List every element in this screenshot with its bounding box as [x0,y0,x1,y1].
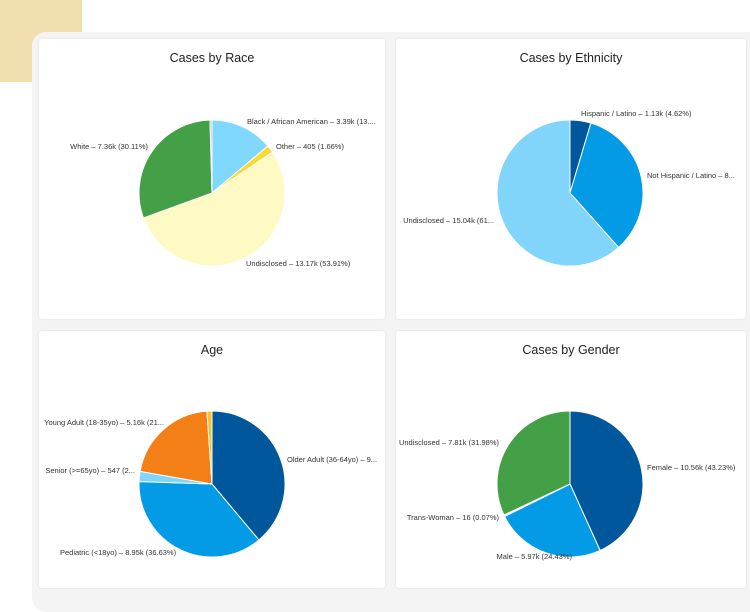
race-pie-slice-3[interactable] [138,119,213,219]
race-pie-slice-4[interactable] [209,119,213,194]
ethnicity-label-not-hispanic: Not Hispanic / Latino – 8... [647,171,735,180]
race-pie-slice-2[interactable] [142,151,286,267]
age-chart-title: Age [200,343,224,357]
age-label-senior: Senior (>=65yo) – 547 (2... [45,466,135,475]
age-pie-slice-3[interactable] [139,410,213,485]
race-label-other: Other – 405 (1.66%) [276,142,344,151]
race-pie-slice-0[interactable] [211,119,269,195]
gender-label-undisclosed: Undisclosed – 7.81k (31.98%) [399,438,500,447]
gender-pie-slice-0[interactable] [569,410,644,552]
gender-chart-title: Cases by Gender [522,343,620,357]
race-label-black: Black / African American – 3.39k (13.... [247,117,376,126]
race-chart-title: Cases by Race [169,51,255,65]
race-pie-chart: Black / African American – 3.39k (13....… [70,117,376,268]
age-label-older-adult: Older Adult (36-64yo) – 9... [287,455,377,464]
race-label-undisclosed: Undisclosed – 13.17k (53.91%) [246,259,351,268]
gender-label-female: Female – 10.56k (43.23%) [647,463,736,472]
ethnicity-label-undisclosed: Undisclosed – 15.04k (61... [403,216,494,225]
age-label-pediatric: Pediatric (<18yo) – 8.95k (36.63%) [60,548,177,557]
age-pie-slice-1[interactable] [138,481,260,558]
race-label-white: White – 7.36k (30.11%) [70,142,148,151]
race-chart-panel: Cases by Race Black / African American –… [39,39,385,319]
gender-label-trans-woman: Trans-Woman – 16 (0.07%) [407,513,500,522]
gender-pie-slice-1[interactable] [503,483,601,558]
gender-chart-panel: Cases by Gender Female – 10.56k (43.23%)… [396,331,746,588]
gender-label-male: Male – 5.97k (24.43%) [497,552,573,561]
ethnicity-chart-panel: Cases by Ethnicity Hispanic / Latino – 1… [396,39,746,319]
age-pie-chart: Older Adult (36-64yo) – 9... Pediatric (… [44,410,377,558]
ethnicity-chart-title: Cases by Ethnicity [519,51,623,65]
ethnicity-pie-chart: Hispanic / Latino – 1.13k (4.62%) Not Hi… [403,109,735,267]
ethnicity-label-hispanic: Hispanic / Latino – 1.13k (4.62%) [581,109,692,118]
age-label-young-adult: Young Adult (18-35yo) – 5.16k (21... [44,418,164,427]
ethnicity-pie-slice-2[interactable] [496,119,620,267]
gender-pie-chart: Female – 10.56k (43.23%) Male – 5.97k (2… [399,410,736,561]
age-pie-slice-0[interactable] [211,410,286,541]
ethnicity-pie-slice-1[interactable] [569,122,644,249]
age-pie-slice-4[interactable] [206,410,213,485]
gender-pie-slice-4[interactable] [496,410,571,516]
age-chart-panel: Age Older Adult (36-64yo) – 9... Pediatr… [39,331,385,588]
